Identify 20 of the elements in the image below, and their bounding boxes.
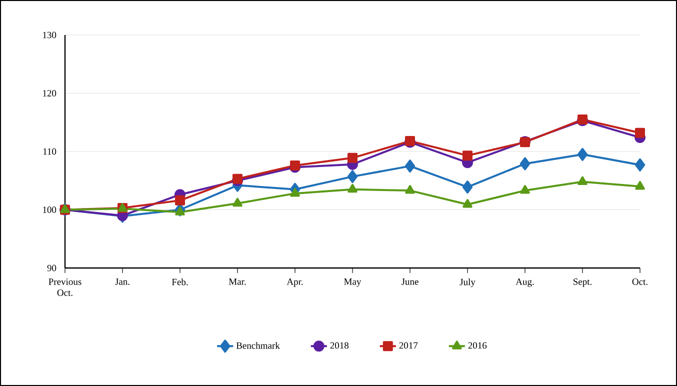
x-tick-label: Apr. [286, 278, 303, 287]
legend-label: Benchmark [236, 342, 280, 349]
x-tick-label: Aug. [516, 278, 534, 287]
y-tick-label: 90 [47, 264, 56, 272]
y-tick-label: 120 [43, 90, 56, 96]
x-tick-label: Previous Oct. [48, 278, 82, 296]
x-tick-label: Mar. [228, 278, 246, 285]
y-tick-label: 110 [43, 148, 56, 155]
x-tick-label: June [402, 278, 418, 285]
legend-label: 2018 [330, 342, 349, 349]
x-tick-label: May [344, 278, 362, 287]
x-tick-label: Jan. [115, 278, 130, 285]
x-tick-label: Feb. [172, 278, 188, 286]
y-tick-label: 130 [43, 32, 56, 38]
legend-label: 2016 [468, 342, 487, 349]
legend-label: 2017 [399, 342, 418, 349]
y-tick-label: 100 [43, 206, 56, 213]
x-tick-label: Oct. [632, 278, 648, 285]
x-tick-label: July [460, 278, 476, 288]
x-tick-label: Sept. [574, 278, 592, 287]
